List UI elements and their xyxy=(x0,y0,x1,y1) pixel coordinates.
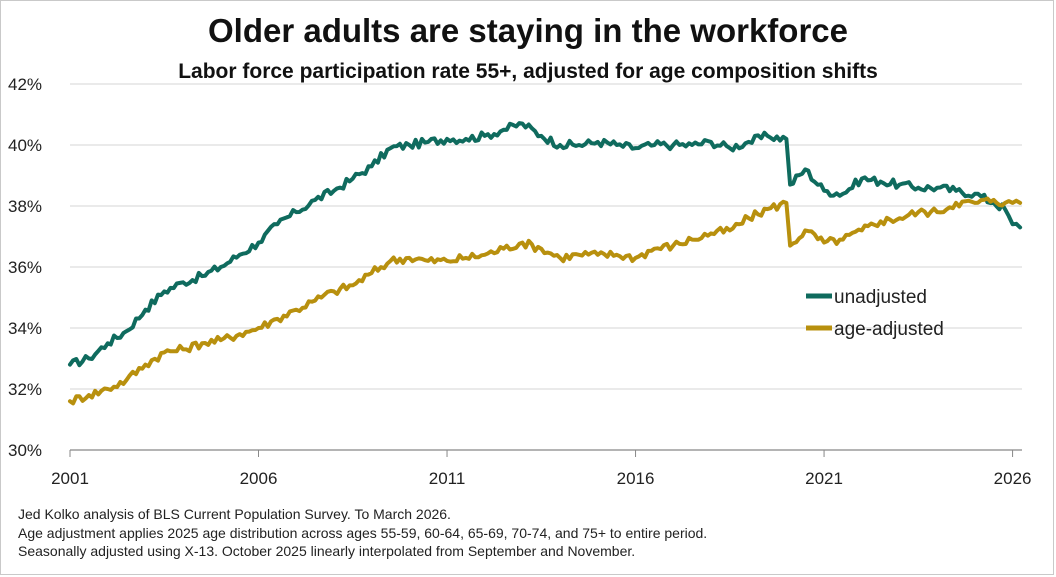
footnote-source: Jed Kolko analysis of BLS Current Popula… xyxy=(18,506,451,522)
series-lines xyxy=(68,121,1023,406)
axes: 30% 32% 34% 36% 38% 40% 42% 2001 2006 2011 2016 202… xyxy=(8,75,1031,488)
y-tick-label: 30% xyxy=(8,441,42,460)
legend-label-age-adjusted: age-adjusted xyxy=(834,319,944,340)
y-tick-label: 40% xyxy=(8,136,42,155)
chart-title: Older adults are staying in the workforc… xyxy=(207,12,848,49)
y-tick-label: 42% xyxy=(8,75,42,94)
footnotes: Jed Kolko analysis of BLS Current Popula… xyxy=(18,505,707,561)
y-tick-label: 32% xyxy=(8,380,42,399)
x-tick-label: 2016 xyxy=(617,469,655,488)
x-tick-label: 2006 xyxy=(240,469,278,488)
y-tick-label: 34% xyxy=(8,319,42,338)
legend-label-unadjusted: unadjusted xyxy=(834,287,927,308)
legend: unadjusted age-adjusted xyxy=(806,287,944,340)
x-tick-label: 2021 xyxy=(805,469,843,488)
x-tick-label: 2011 xyxy=(429,469,466,488)
footnote-methodology: Age adjustment applies 2025 age distribu… xyxy=(18,524,708,541)
y-tick-label: 36% xyxy=(8,258,42,277)
x-tick-label: 2026 xyxy=(994,469,1032,488)
x-tick-label: 2001 xyxy=(51,469,89,488)
chart-subtitle: Labor force participation rate 55+, adju… xyxy=(178,60,878,83)
gridlines xyxy=(70,83,1022,390)
y-tick-label: 38% xyxy=(8,197,42,216)
series-line-unadjusted xyxy=(68,121,1023,368)
series-line-age-adjusted xyxy=(68,196,1023,406)
footnote-seasonal: Seasonally adjusted using X-13. October … xyxy=(18,543,636,559)
